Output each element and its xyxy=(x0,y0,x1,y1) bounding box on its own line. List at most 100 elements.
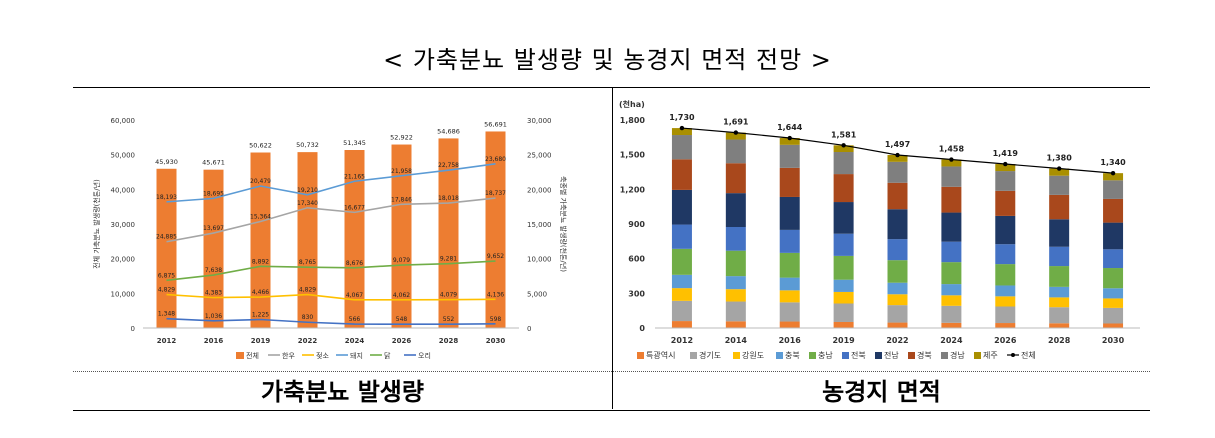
stack-segment-경남 xyxy=(941,166,962,187)
stack-segment-경남 xyxy=(1049,175,1070,195)
total-point xyxy=(841,143,846,148)
x-tick-label: 2012 xyxy=(671,336,693,345)
stack-segment-특광역시 xyxy=(833,321,854,328)
legend-label: 한우 xyxy=(282,352,295,360)
legend-swatch xyxy=(974,352,981,359)
line-point-label: 598 xyxy=(490,316,502,323)
y-tick-label: 1,500 xyxy=(620,151,646,160)
legend-label: 특광역시 xyxy=(646,350,675,360)
legend-label: 젖소 xyxy=(316,352,329,360)
bar-total-label: 50,622 xyxy=(249,142,272,150)
bar-total xyxy=(156,168,177,328)
line-point-label: 8,892 xyxy=(252,258,269,265)
line-point-label: 18,018 xyxy=(438,195,459,202)
line-point-label: 21,165 xyxy=(344,173,365,180)
stack-segment-강원도 xyxy=(779,290,800,303)
stack-segment-전남 xyxy=(941,212,962,242)
y2-tick-label: 15,000 xyxy=(527,221,552,229)
line-point-label: 13,697 xyxy=(203,225,224,232)
stack-segment-충남 xyxy=(671,248,692,275)
stack-segment-경남 xyxy=(725,139,746,164)
stack-segment-충북 xyxy=(995,285,1016,297)
stack-segment-경기도 xyxy=(941,305,962,323)
stack-segment-충남 xyxy=(1049,266,1070,287)
legend-swatch-bar xyxy=(236,352,244,359)
stack-segment-경북 xyxy=(1049,194,1070,220)
legend-swatch xyxy=(690,352,697,359)
total-point-label: 1,644 xyxy=(777,123,803,132)
x-tick-label: 2016 xyxy=(779,336,802,345)
legend-label: 전남 xyxy=(884,350,899,360)
bar-total xyxy=(344,150,365,328)
y-tick-label: 0 xyxy=(639,324,645,333)
bar-total-label: 51,345 xyxy=(343,139,366,147)
total-point-label: 1,730 xyxy=(669,113,695,122)
stack-segment-경북 xyxy=(995,190,1016,216)
stack-segment-전북 xyxy=(1103,249,1124,269)
bar-total xyxy=(297,152,318,328)
legend-swatch xyxy=(637,352,644,359)
stack-segment-전남 xyxy=(1049,219,1070,247)
stack-segment-경남 xyxy=(779,144,800,168)
y-tick-label: 60,000 xyxy=(111,117,136,125)
legend-swatch xyxy=(875,352,882,359)
line-point-label: 16,677 xyxy=(344,204,365,211)
stack-segment-충북 xyxy=(833,279,854,292)
figure-frame xyxy=(73,87,1150,411)
bar-total-label: 56,691 xyxy=(484,120,507,128)
x-tick-label: 2026 xyxy=(994,336,1017,345)
stack-segment-특광역시 xyxy=(725,321,746,328)
stack-segment-충북 xyxy=(941,284,962,296)
y-tick-label: 0 xyxy=(131,325,135,333)
y-tick-label: 40,000 xyxy=(111,186,136,194)
stack-segment-충남 xyxy=(995,264,1016,286)
total-point xyxy=(895,152,900,158)
x-tick-label: 2024 xyxy=(345,337,365,345)
y2-tick-label: 25,000 xyxy=(527,152,552,160)
legend-label: 전체 xyxy=(246,351,259,360)
stack-segment-충남 xyxy=(887,260,908,283)
bar-total xyxy=(391,144,412,328)
stack-segment-제주 xyxy=(887,155,908,162)
y-tick-label: 600 xyxy=(628,255,645,264)
line-point-label: 18,193 xyxy=(156,194,177,201)
line-point-label: 4,466 xyxy=(252,289,269,296)
legend-swatch-total-dot xyxy=(1011,353,1015,357)
stack-segment-전북 xyxy=(833,233,854,256)
y2-tick-label: 20,000 xyxy=(527,186,552,194)
y-tick-label: 1,200 xyxy=(620,185,646,194)
y-tick-label: 20,000 xyxy=(111,256,136,264)
stack-segment-충남 xyxy=(725,250,746,277)
stack-segment-강원도 xyxy=(725,289,746,302)
stack-segment-경기도 xyxy=(1049,307,1070,324)
bar-total xyxy=(438,138,459,328)
stack-segment-경북 xyxy=(887,182,908,210)
line-point-label: 6,875 xyxy=(158,272,175,279)
caption-farmland-area: 농경지 면적 xyxy=(822,378,941,406)
x-tick-label: 2022 xyxy=(298,337,318,345)
stack-segment-전북 xyxy=(671,224,692,249)
line-series-오리 xyxy=(166,317,496,326)
stack-segment-특광역시 xyxy=(1049,323,1070,328)
line-point-label: 4,829 xyxy=(299,287,316,294)
stack-segment-전남 xyxy=(725,193,746,228)
stack-segment-제주 xyxy=(1103,173,1124,181)
legend-label: 전북 xyxy=(851,350,866,360)
stack-segment-전북 xyxy=(941,241,962,263)
line-point-label: 8,765 xyxy=(299,259,316,266)
livestock-manure-chart: 0 10,000 20,000 30,000 40,000 50,000 60,000 0 5,… xyxy=(92,117,568,360)
stack-segment-경기도 xyxy=(671,300,692,322)
x-tick-label: 2012 xyxy=(157,337,177,345)
line-point-label: 18,695 xyxy=(203,190,224,197)
stack-segment-제주 xyxy=(725,132,746,140)
line-point-label: 4,136 xyxy=(487,291,504,298)
stack-segment-특광역시 xyxy=(941,322,962,328)
legend-swatch xyxy=(941,352,948,359)
line-point-label: 22,758 xyxy=(438,162,459,169)
x-tick-label: 2019 xyxy=(832,336,855,345)
stack-segment-경북 xyxy=(779,167,800,197)
stack-segment-충남 xyxy=(779,252,800,278)
stack-segment-제주 xyxy=(833,145,854,153)
legend-label: 충남 xyxy=(818,351,833,360)
line-point-label: 4,383 xyxy=(205,290,222,297)
